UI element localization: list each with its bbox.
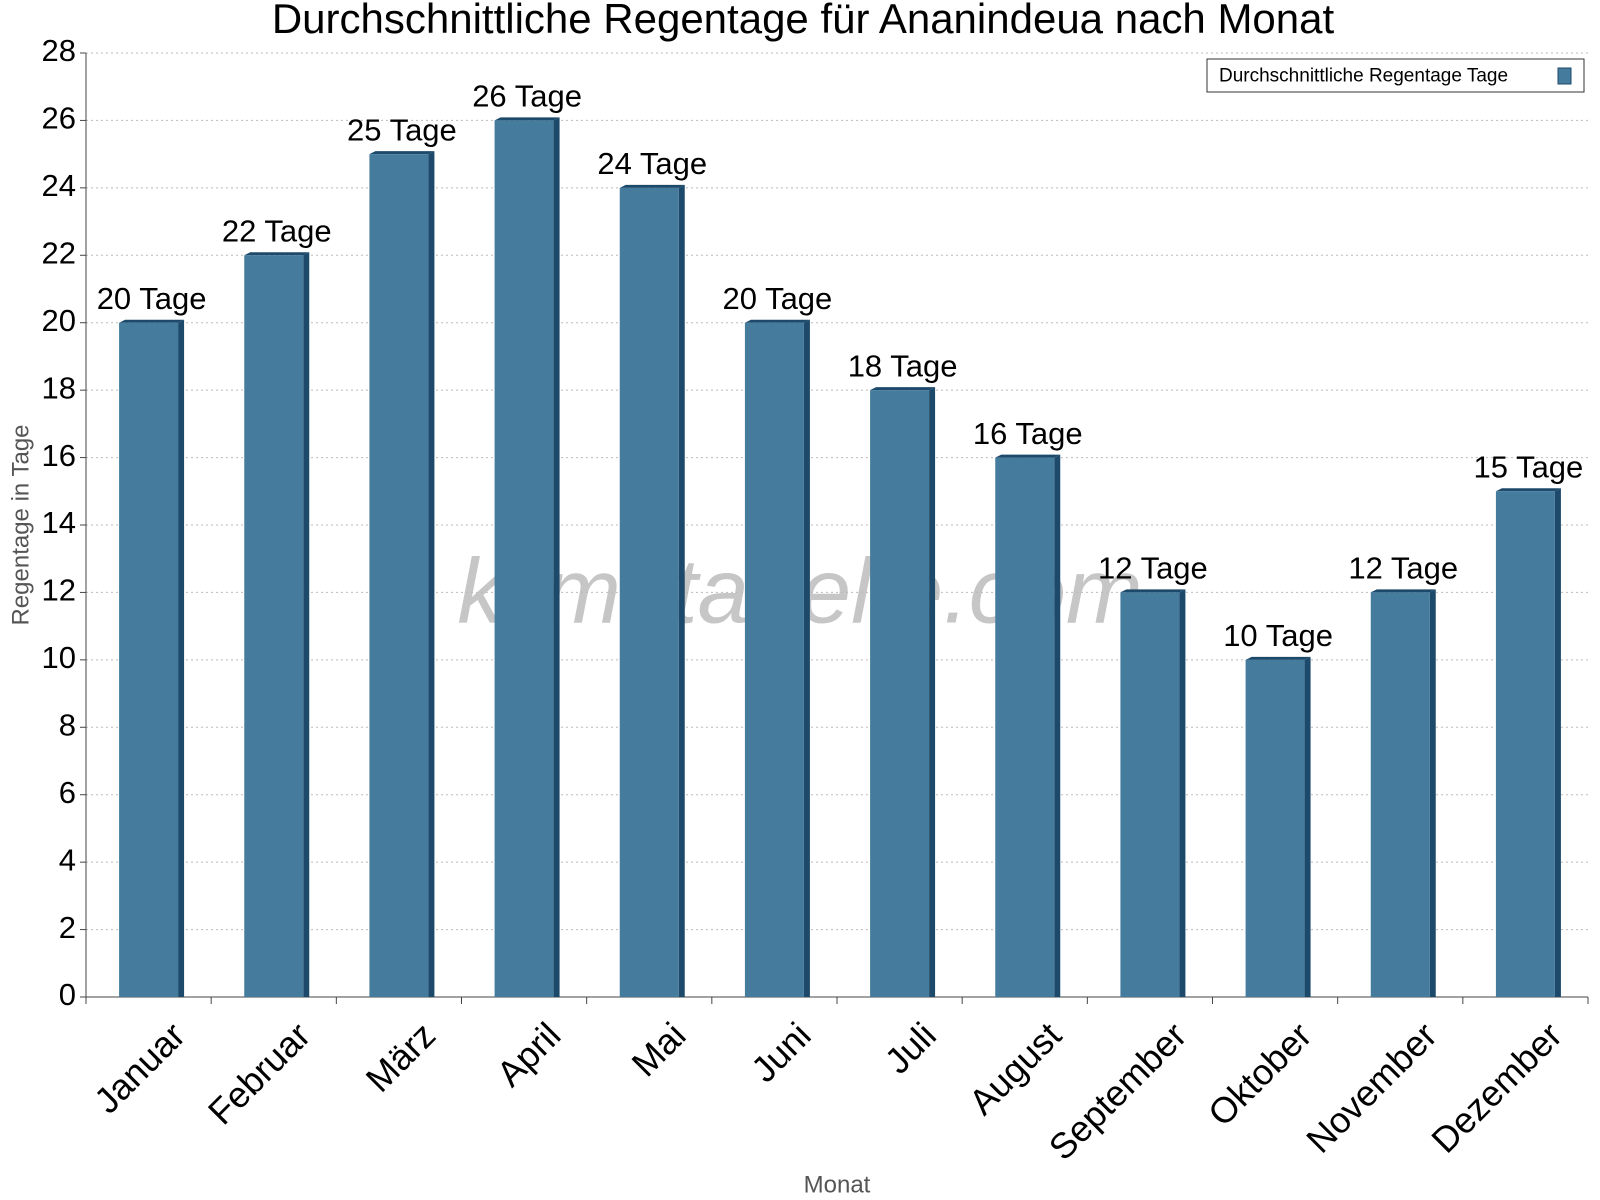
value-label: 24 Tage bbox=[597, 146, 707, 181]
y-tick-label: 12 bbox=[42, 573, 76, 608]
y-tick-label: 26 bbox=[42, 101, 76, 136]
value-label: 22 Tage bbox=[222, 213, 332, 248]
y-tick-label: 18 bbox=[42, 370, 76, 405]
bar bbox=[619, 187, 679, 997]
bar-side bbox=[1554, 488, 1561, 997]
bar-top bbox=[119, 319, 185, 323]
y-tick-label: 0 bbox=[59, 977, 76, 1012]
bar bbox=[244, 255, 304, 998]
y-tick-label: 20 bbox=[42, 303, 76, 338]
bar bbox=[119, 322, 179, 997]
bar-side bbox=[178, 319, 185, 997]
x-tick-label: August bbox=[961, 1014, 1069, 1122]
bar-side bbox=[929, 387, 936, 998]
legend-box bbox=[1206, 58, 1585, 93]
bar-top bbox=[369, 151, 435, 155]
bar-top bbox=[619, 184, 685, 188]
y-tick-label: 2 bbox=[59, 910, 76, 945]
bar-top bbox=[1245, 656, 1311, 660]
x-tick-label: Dezember bbox=[1423, 1014, 1569, 1160]
y-tick-label: 6 bbox=[59, 775, 76, 810]
value-label: 12 Tage bbox=[1098, 551, 1208, 586]
bar-side bbox=[1054, 454, 1061, 998]
x-tick-label: Juni bbox=[743, 1014, 819, 1090]
value-label: 12 Tage bbox=[1348, 551, 1458, 586]
value-label: 20 Tage bbox=[723, 281, 833, 316]
x-tick-label: April bbox=[488, 1014, 568, 1094]
y-tick-label: 8 bbox=[59, 707, 76, 742]
bar-side bbox=[803, 319, 810, 997]
legend-swatch bbox=[1557, 67, 1572, 85]
bar bbox=[870, 390, 930, 998]
bar-top bbox=[494, 117, 560, 121]
value-label: 10 Tage bbox=[1223, 618, 1333, 653]
bar-top bbox=[1120, 589, 1186, 593]
bar bbox=[744, 322, 804, 997]
y-tick-label: 10 bbox=[42, 640, 76, 675]
x-tick-label: September bbox=[1041, 1014, 1195, 1168]
x-tick-label: Januar bbox=[86, 1014, 193, 1121]
bar-top bbox=[744, 319, 810, 323]
value-label: 15 Tage bbox=[1474, 449, 1584, 484]
x-tick-label: Februar bbox=[200, 1014, 318, 1132]
x-tick-label: Mai bbox=[624, 1014, 694, 1084]
y-tick-label: 16 bbox=[42, 438, 76, 473]
bar bbox=[995, 457, 1055, 998]
x-tick-label: Oktober bbox=[1200, 1014, 1320, 1134]
bar-side bbox=[553, 117, 560, 997]
bar bbox=[1370, 592, 1430, 997]
bar bbox=[369, 154, 429, 998]
x-tick-label: November bbox=[1298, 1014, 1444, 1160]
x-tick-label: März bbox=[358, 1014, 444, 1100]
value-label: 25 Tage bbox=[347, 112, 457, 147]
value-label: 16 Tage bbox=[973, 416, 1083, 451]
bar-top bbox=[870, 387, 936, 391]
chart-title: Durchschnittliche Regentage für Ananinde… bbox=[272, 0, 1335, 42]
bar bbox=[1495, 491, 1555, 997]
bar-top bbox=[1370, 589, 1436, 593]
bar-side bbox=[678, 184, 685, 997]
y-tick-label: 14 bbox=[42, 505, 76, 540]
bar-side bbox=[303, 252, 310, 998]
y-tick-label: 24 bbox=[42, 168, 76, 203]
y-tick-label: 4 bbox=[59, 842, 76, 877]
bar-side bbox=[1429, 589, 1436, 997]
value-label: 18 Tage bbox=[848, 348, 958, 383]
bar bbox=[494, 120, 554, 997]
bar-top bbox=[1495, 488, 1561, 492]
bar bbox=[1120, 592, 1180, 997]
x-axis-label: Monat bbox=[804, 1171, 871, 1198]
bar bbox=[1245, 659, 1305, 997]
x-tick-label: Juli bbox=[877, 1014, 944, 1081]
value-label: 20 Tage bbox=[97, 281, 207, 316]
y-tick-label: 28 bbox=[42, 33, 76, 68]
value-label: 26 Tage bbox=[472, 79, 582, 114]
bar-side bbox=[428, 151, 435, 998]
bar-side bbox=[1179, 589, 1186, 997]
y-tick-label: 22 bbox=[42, 235, 76, 270]
bar-top bbox=[244, 252, 310, 256]
y-axis-label: Regentage in Tage bbox=[7, 424, 34, 625]
bar-top bbox=[995, 454, 1061, 458]
bar-side bbox=[1304, 656, 1311, 997]
legend-label: Durchschnittliche Regentage Tage bbox=[1219, 66, 1508, 87]
